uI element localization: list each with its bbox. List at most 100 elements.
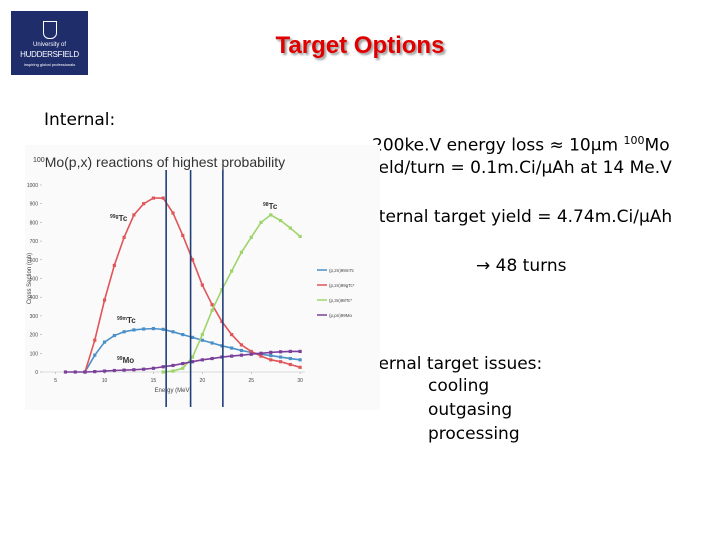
data-point (181, 361, 185, 366)
title-prefix: 100 (33, 157, 45, 164)
data-point (122, 235, 126, 239)
data-point (142, 367, 146, 371)
annotation-text: Mo (123, 356, 135, 365)
x-tick-label: 20 (200, 378, 206, 384)
data-point (171, 330, 175, 334)
data-point (142, 327, 146, 331)
data-point (122, 368, 126, 372)
text: Mo (644, 135, 670, 156)
legend-label: (p,3n)98Tc* (329, 298, 352, 303)
data-point (181, 233, 185, 238)
data-point (190, 360, 195, 364)
data-point (93, 353, 97, 357)
data-point (230, 333, 234, 337)
data-point (220, 344, 224, 348)
annotation: 99Mo (117, 356, 134, 365)
data-point (259, 220, 263, 224)
data-point (190, 335, 195, 340)
y-tick-label: 300 (30, 314, 39, 320)
data-point (181, 366, 185, 370)
annotation-sup: 99m (117, 316, 128, 322)
data-point (220, 355, 224, 359)
superscript: 100 (623, 134, 645, 147)
logo-text: University of (32, 42, 66, 48)
data-point (278, 355, 283, 359)
data-point (239, 348, 244, 353)
data-point (278, 360, 283, 364)
data-point (278, 218, 283, 223)
data-point (161, 196, 165, 200)
data-point (73, 370, 77, 374)
data-point (181, 333, 185, 337)
data-point (269, 358, 273, 362)
x-tick-label: 5 (54, 378, 57, 384)
y-tick-label: 100 (30, 351, 39, 357)
y-tick-label: 900 (30, 202, 39, 208)
x-tick-label: 30 (297, 378, 303, 384)
data-point (200, 338, 204, 342)
x-tick-label: 10 (102, 378, 108, 384)
y-tick-label: 800 (30, 220, 39, 226)
annotation: 99mTc (117, 316, 136, 325)
logo-text: Inspiring global professionals (23, 62, 76, 67)
x-tick-label: 15 (151, 378, 157, 384)
data-point (112, 263, 116, 268)
data-point (161, 327, 165, 331)
data-point (249, 235, 253, 239)
data-point (298, 358, 302, 362)
data-point (298, 349, 302, 354)
y-tick-label: 400 (30, 295, 39, 301)
data-point (288, 226, 292, 230)
chart: 100Mo(p,x) reactions of highest probabil… (25, 145, 380, 410)
data-point (220, 288, 224, 292)
data-point (210, 303, 214, 307)
data-point (161, 370, 165, 374)
data-point (230, 269, 234, 273)
data-point (259, 354, 263, 358)
logo-crest (43, 21, 57, 39)
label: Internal: (44, 110, 116, 130)
data-point (200, 333, 204, 337)
data-point (269, 353, 273, 358)
data-point (112, 333, 116, 338)
legend-label: (p,2n)99mTc (329, 268, 355, 273)
slide-title: Target Options (275, 32, 445, 59)
logo-text: HUDDERSFIELD (20, 50, 79, 59)
legend-label: (p,pn)99Mo (329, 313, 353, 318)
data-point (132, 213, 136, 217)
data-point (288, 362, 292, 367)
data-point (269, 350, 273, 354)
data-point (171, 363, 175, 368)
data-point (142, 202, 146, 206)
x-axis-label: Energy (MeV) (154, 388, 191, 394)
annotation-sup: 99 (117, 356, 123, 362)
data-point (63, 370, 68, 374)
data-point (190, 355, 195, 359)
text: 200ke.V energy loss ≈ 10µm (372, 135, 619, 156)
data-point (298, 365, 302, 369)
chart-title: 100Mo(p,x) reactions of highest probabil… (33, 154, 285, 170)
data-point (122, 330, 126, 334)
data-point (151, 327, 156, 331)
data-point (190, 258, 195, 262)
annotation-sup: 99g (110, 214, 119, 220)
data-point (151, 366, 156, 370)
data-point (288, 356, 292, 361)
data-point (112, 368, 116, 373)
annotation-text: Tc (269, 202, 278, 211)
y-tick-label: 0 (35, 370, 38, 376)
data-point (239, 353, 244, 357)
list-item: cooling (428, 376, 490, 396)
data-point (93, 370, 97, 374)
data-point (102, 340, 107, 344)
annotation-sup: 98 (263, 202, 269, 208)
data-point (288, 349, 292, 354)
text-line: Yield/turn = 0.1m.Ci/µAh at 14 Me.V (364, 158, 672, 178)
y-axis-label: Cross Section (mb) (27, 253, 33, 304)
logo: University of HUDDERSFIELD Inspiring glo… (11, 11, 88, 75)
data-point (102, 369, 107, 373)
data-point (230, 346, 234, 350)
annotation-text: Tc (119, 214, 128, 223)
data-point (220, 319, 224, 324)
